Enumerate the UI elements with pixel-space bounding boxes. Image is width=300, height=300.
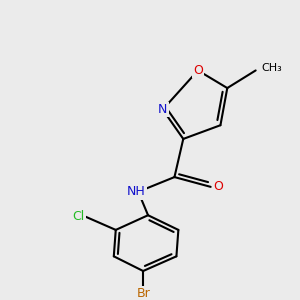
Text: N: N <box>158 103 167 116</box>
Text: CH₃: CH₃ <box>262 64 282 74</box>
Text: O: O <box>193 64 203 77</box>
Text: O: O <box>214 180 224 194</box>
Text: Br: Br <box>136 287 150 300</box>
Text: NH: NH <box>127 185 146 198</box>
Text: Cl: Cl <box>73 210 85 223</box>
